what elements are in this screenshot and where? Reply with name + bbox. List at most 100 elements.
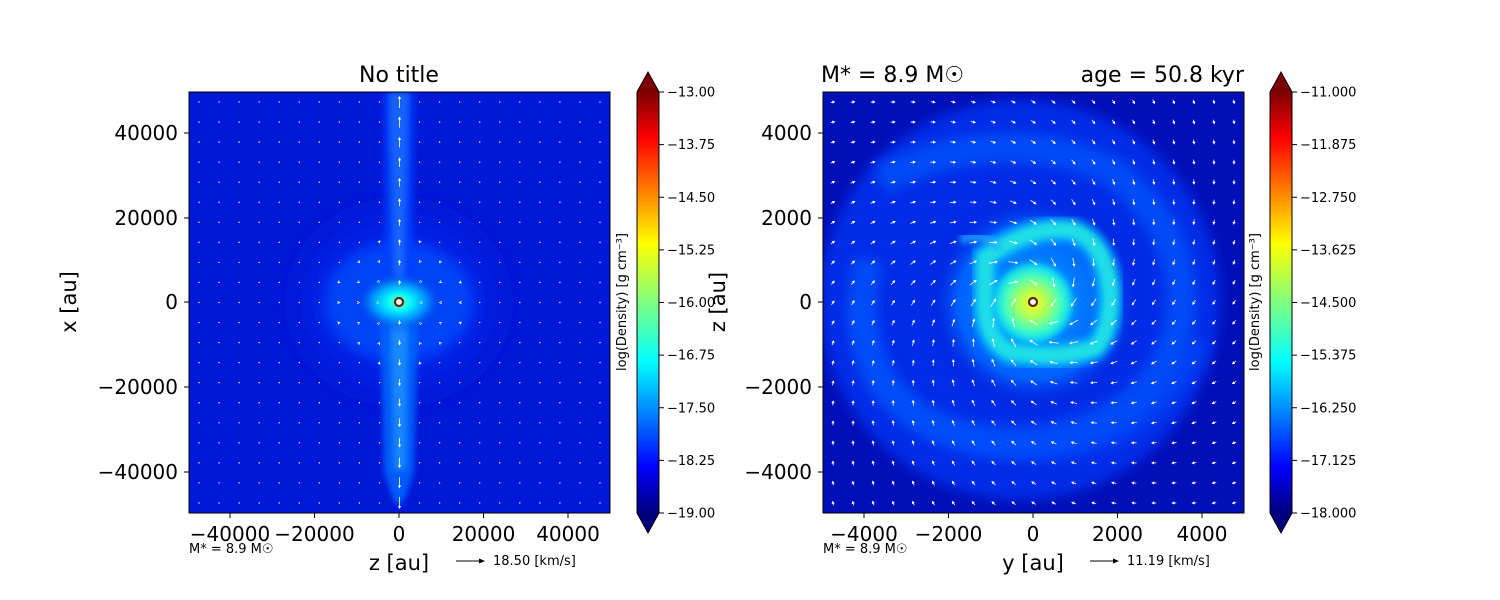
velocity-vector <box>397 320 402 325</box>
y-axis-label-2: z [au] <box>706 272 730 332</box>
velocity-vector <box>579 161 581 163</box>
velocity-vector <box>579 261 581 264</box>
velocity-vector <box>338 422 341 424</box>
panel-1: −40000 −20000 0 20000 40000 40000 20000 … <box>57 63 715 575</box>
velocity-vector <box>891 339 895 346</box>
velocity-vector <box>890 260 896 265</box>
velocity-vector <box>298 221 300 224</box>
velocity-vector <box>499 502 501 504</box>
velocity-vector <box>1171 360 1177 365</box>
velocity-vector <box>910 200 917 204</box>
velocity-vector <box>376 279 380 283</box>
velocity-vector <box>1130 421 1137 425</box>
velocity-vector <box>870 220 876 225</box>
velocity-vector <box>278 161 280 163</box>
velocity-vector <box>298 361 300 364</box>
velocity-vector <box>1211 401 1217 404</box>
velocity-vector <box>559 442 561 444</box>
velocity-vector <box>478 462 481 464</box>
velocity-vector <box>1052 277 1056 288</box>
velocity-vector <box>418 422 421 424</box>
colorbar-1 <box>636 70 660 535</box>
velocity-vector <box>1071 159 1076 165</box>
velocity-vector <box>1111 99 1116 105</box>
velocity-vector <box>499 301 501 304</box>
velocity-vector <box>218 402 220 404</box>
y-tick-label-5: −40000 <box>98 460 178 484</box>
velocity-vector <box>950 100 956 104</box>
velocity-vector <box>458 502 461 504</box>
velocity-vector <box>850 260 856 265</box>
velocity-vector <box>478 201 481 203</box>
velocity-vector <box>1132 99 1135 105</box>
velocity-vector <box>318 121 321 123</box>
velocity-vector <box>991 440 996 446</box>
velocity-vector <box>599 281 601 284</box>
velocity-vector <box>579 361 581 364</box>
velocity-vector <box>198 381 200 384</box>
velocity-vector <box>951 399 955 406</box>
velocity-vector <box>218 201 220 203</box>
velocity-vector <box>258 381 260 384</box>
velocity-vector <box>911 379 915 386</box>
velocity-vector <box>458 422 461 424</box>
velocity-vector <box>1112 159 1116 165</box>
velocity-vector <box>1112 218 1116 226</box>
velocity-vector <box>949 240 957 244</box>
mass-note-2: M* = 8.9 M☉ <box>823 542 908 557</box>
velocity-vector <box>950 140 957 144</box>
velocity-vector <box>949 200 957 204</box>
colorbar-tick-label: −17.125 <box>1300 454 1356 469</box>
velocity-vector <box>458 181 461 183</box>
velocity-vector <box>198 422 200 424</box>
velocity-vector <box>478 301 481 304</box>
velocity-vector <box>890 240 896 245</box>
y-tick-label-3: 0 <box>799 290 812 314</box>
velocity-vector <box>910 220 917 224</box>
velocity-vector <box>397 339 402 346</box>
velocity-vector <box>318 502 321 504</box>
velocity-vector <box>1151 360 1157 365</box>
velocity-vector <box>911 399 915 406</box>
velocity-vector <box>1191 360 1197 365</box>
velocity-vector <box>890 140 896 144</box>
velocity-vector <box>1030 199 1037 205</box>
velocity-vector <box>298 261 300 264</box>
velocity-vector <box>1010 379 1017 386</box>
velocity-vector <box>599 121 601 123</box>
velocity-vector <box>599 241 601 244</box>
velocity-vector <box>1211 441 1217 445</box>
velocity-vector <box>397 496 402 509</box>
velocity-vector <box>358 181 361 183</box>
velocity-vector <box>579 402 581 404</box>
velocity-vector <box>931 339 935 347</box>
velocity-vector <box>418 101 421 103</box>
velocity-vector <box>418 402 421 404</box>
velocity-vector <box>599 221 601 224</box>
velocity-vector <box>1071 481 1077 485</box>
velocity-vector <box>559 301 561 304</box>
velocity-vector <box>1110 381 1118 385</box>
velocity-vector <box>238 442 240 444</box>
velocity-vector <box>1010 180 1017 184</box>
velocity-vector <box>238 241 240 244</box>
velocity-vector <box>278 422 280 424</box>
velocity-vector <box>318 141 321 143</box>
colorbar-tick-label: −16.00 <box>667 296 715 311</box>
velocity-vectors-2 <box>830 99 1237 506</box>
velocity-vector <box>1172 259 1176 266</box>
velocity-vector <box>238 221 240 224</box>
velocity-vector <box>1211 461 1217 465</box>
velocity-vector <box>851 420 855 426</box>
velocity-vector <box>579 181 581 183</box>
velocity-vector <box>418 181 421 183</box>
velocity-vector <box>1070 298 1077 307</box>
velocity-vector <box>1091 159 1096 165</box>
velocity-vector <box>1091 119 1096 125</box>
velocity-vector <box>218 241 220 244</box>
velocity-vector <box>559 361 561 364</box>
velocity-vector <box>871 500 875 506</box>
velocity-vector <box>890 180 896 184</box>
velocity-vector <box>579 442 581 444</box>
velocity-vector <box>1151 461 1157 465</box>
